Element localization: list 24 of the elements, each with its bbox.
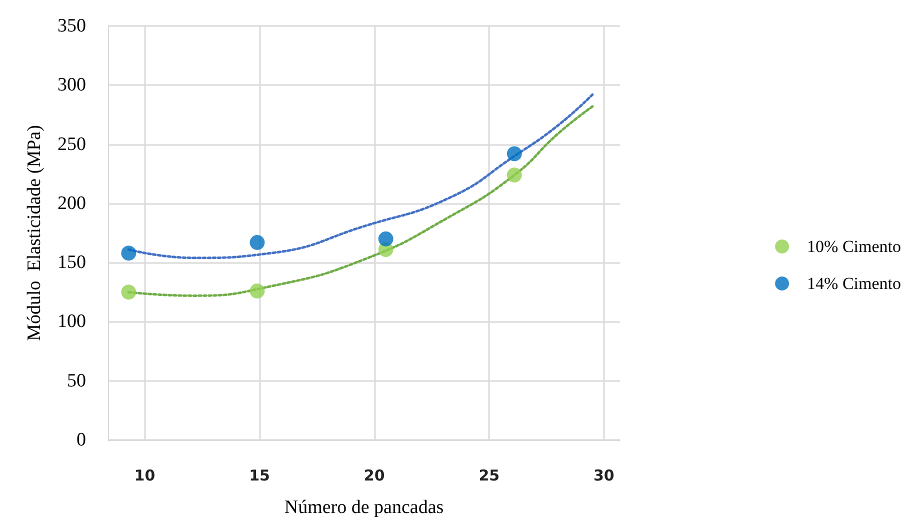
legend-label: 10% Cimento xyxy=(807,237,902,256)
y-tick-label: 150 xyxy=(58,252,86,274)
point xyxy=(506,146,522,162)
point xyxy=(250,283,265,298)
x-axis-title: Número de pancadas xyxy=(284,497,444,518)
point xyxy=(506,168,522,183)
x-tick-label: 30 xyxy=(593,466,614,484)
y-tick-label: 50 xyxy=(67,370,86,392)
x-tick-label: 20 xyxy=(364,466,385,484)
y-axis-title: Módulo Elasticidade (MPa) xyxy=(24,125,45,341)
x-tick-label: 10 xyxy=(134,466,156,484)
point xyxy=(250,234,265,250)
y-tick-label: 350 xyxy=(58,16,86,36)
point xyxy=(121,246,136,261)
point xyxy=(121,284,136,300)
y-tick-label: 0 xyxy=(76,430,86,450)
x-tick-label: 25 xyxy=(478,466,500,484)
y-tick-label: 250 xyxy=(58,134,86,155)
y-tick-label: 100 xyxy=(58,311,86,332)
y-tick-label: 300 xyxy=(58,74,86,96)
legend-label: 14% Cimento xyxy=(807,274,902,293)
x-tick-label: 15 xyxy=(249,466,270,484)
point xyxy=(378,231,394,246)
y-tick-label: 200 xyxy=(58,192,86,214)
